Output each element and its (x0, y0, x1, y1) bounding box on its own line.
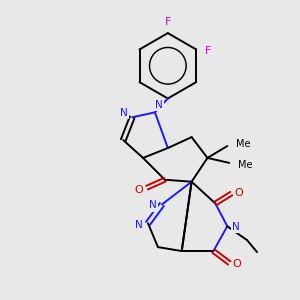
Text: N: N (120, 108, 128, 118)
Text: Me: Me (236, 139, 251, 149)
Text: N: N (155, 100, 163, 110)
Text: Me: Me (238, 160, 253, 170)
Text: O: O (235, 188, 244, 198)
Text: F: F (165, 17, 171, 27)
Text: O: O (135, 184, 143, 195)
Text: N: N (232, 222, 240, 232)
Text: F: F (205, 46, 211, 56)
Text: N: N (135, 220, 143, 230)
Text: N: N (149, 200, 157, 211)
Text: O: O (233, 259, 242, 269)
